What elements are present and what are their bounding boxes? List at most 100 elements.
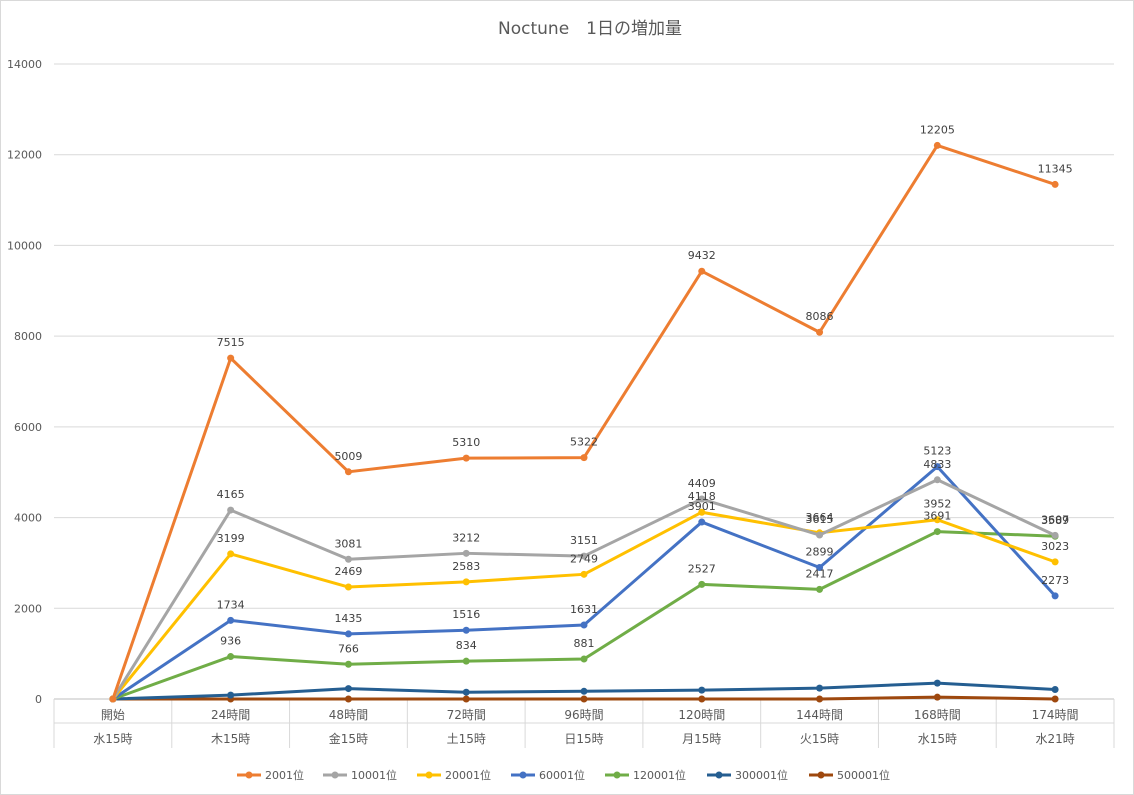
- legend-marker: [245, 771, 253, 779]
- x-tick-sublabel: 木15時: [211, 732, 250, 746]
- data-label: 3901: [688, 500, 716, 513]
- legend-marker: [425, 771, 433, 779]
- data-label: 12205: [920, 123, 955, 136]
- data-point: [580, 655, 588, 663]
- data-point: [227, 653, 235, 661]
- legend-marker: [715, 771, 723, 779]
- data-point: [933, 693, 941, 701]
- x-tick-sublabel: 日15時: [564, 732, 603, 746]
- x-tick-label: 開始: [101, 708, 125, 722]
- y-tick-label: 8000: [14, 330, 42, 343]
- data-point: [344, 660, 352, 668]
- data-point: [698, 686, 706, 694]
- data-point: [462, 626, 470, 634]
- data-point: [698, 267, 706, 275]
- data-point: [933, 516, 941, 524]
- data-point: [227, 354, 235, 362]
- data-point: [344, 695, 352, 703]
- data-point: [698, 495, 706, 503]
- y-tick-label: 10000: [7, 239, 42, 252]
- data-label: 3081: [334, 537, 362, 550]
- data-point: [462, 695, 470, 703]
- data-label: 5310: [452, 436, 480, 449]
- x-tick-sublabel: 水15時: [918, 732, 957, 746]
- data-label: 881: [574, 637, 595, 650]
- data-point: [344, 555, 352, 563]
- data-point: [227, 616, 235, 624]
- y-tick-label: 2000: [14, 602, 42, 615]
- data-label: 8086: [806, 310, 834, 323]
- data-label: 2469: [334, 565, 362, 578]
- data-label: 3589: [1041, 514, 1069, 527]
- data-point: [580, 687, 588, 695]
- data-point: [1051, 180, 1059, 188]
- data-point: [933, 463, 941, 471]
- data-point: [344, 468, 352, 476]
- data-point: [1051, 531, 1059, 539]
- data-label: 9432: [688, 249, 716, 262]
- legend-marker: [613, 771, 621, 779]
- data-point: [462, 454, 470, 462]
- data-point: [1051, 695, 1059, 703]
- x-tick-sublabel: 火15時: [800, 732, 839, 746]
- data-point: [1051, 558, 1059, 566]
- data-label: 2583: [452, 560, 480, 573]
- data-label: 2273: [1041, 574, 1069, 587]
- data-point: [816, 531, 824, 539]
- x-tick-label: 174時間: [1032, 708, 1079, 722]
- legend-label: 300001位: [735, 768, 788, 782]
- data-point: [1051, 685, 1059, 693]
- data-label: 3199: [217, 532, 245, 545]
- data-point: [816, 585, 824, 593]
- data-point: [698, 518, 706, 526]
- x-tick-label: 144時間: [796, 708, 843, 722]
- data-label: 1734: [217, 598, 245, 611]
- y-tick-label: 6000: [14, 421, 42, 434]
- legend-label: 2001位: [265, 768, 304, 782]
- x-tick-sublabel: 土15時: [447, 732, 486, 746]
- chart-title: Noctune 1日の増加量: [498, 19, 682, 39]
- data-point: [462, 657, 470, 665]
- data-label: 4833: [923, 458, 951, 471]
- y-axis-ticks: 0 2000 4000 6000 8000 10000 12000 14000: [7, 58, 42, 706]
- legend-label: 60001位: [539, 768, 585, 782]
- data-point: [933, 141, 941, 149]
- y-tick-label: 12000: [7, 149, 42, 162]
- data-point: [344, 583, 352, 591]
- x-tick-sublabel: 金15時: [329, 731, 368, 746]
- data-label: 834: [456, 639, 477, 652]
- data-point: [462, 688, 470, 696]
- data-label: 5322: [570, 436, 598, 449]
- y-tick-label: 0: [35, 693, 42, 706]
- data-label: 3212: [452, 531, 480, 544]
- data-label: 3607: [1041, 513, 1069, 526]
- x-tick-label: 168時間: [914, 708, 961, 722]
- data-label: 2417: [806, 567, 834, 580]
- legend-label: 120001位: [633, 768, 686, 782]
- x-tick-sublabel: 水15時: [93, 732, 132, 746]
- x-tick-label: 48時間: [329, 708, 368, 722]
- data-point: [580, 621, 588, 629]
- data-point: [816, 684, 824, 692]
- data-label: 3691: [923, 510, 951, 523]
- x-tick-label: 72時間: [447, 708, 486, 722]
- data-point: [344, 630, 352, 638]
- data-point: [462, 549, 470, 557]
- data-label: 2899: [806, 546, 834, 559]
- legend-label: 20001位: [445, 768, 491, 782]
- data-point: [580, 552, 588, 560]
- series-line: [111, 465, 1057, 701]
- data-point: [227, 506, 235, 514]
- data-labels: 7515 5009 5310 5322 9432 8086 12205 11345 4165 30…: [217, 123, 1073, 655]
- data-label: 5009: [334, 450, 362, 463]
- data-point: [580, 570, 588, 578]
- data-point: [1051, 592, 1059, 600]
- legend-marker: [519, 771, 527, 779]
- data-point: [580, 695, 588, 703]
- data-label: 4118: [688, 490, 716, 503]
- x-tick-label: 24時間: [211, 708, 250, 722]
- data-label: 1631: [570, 603, 598, 616]
- data-label: 5123: [923, 445, 951, 458]
- data-point: [698, 580, 706, 588]
- data-label: 2749: [570, 552, 598, 565]
